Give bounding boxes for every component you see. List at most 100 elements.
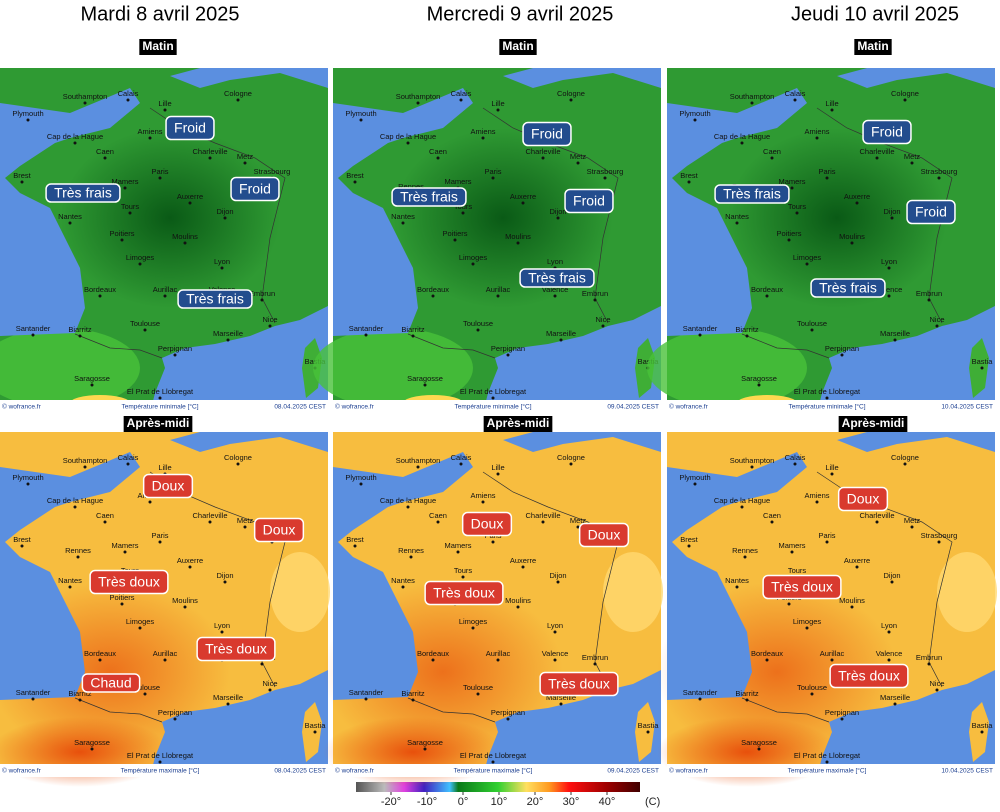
city-label: Saragosse <box>407 738 443 747</box>
city-label: Charleville <box>859 511 894 520</box>
city-label: Dijon <box>216 207 233 216</box>
city-dot <box>903 98 907 102</box>
city-dot <box>260 298 264 302</box>
city-dot <box>830 108 834 112</box>
scale-label: 40° <box>599 796 616 808</box>
city-dot <box>416 101 420 105</box>
city-dot <box>910 161 914 165</box>
city-label: Santander <box>683 688 718 697</box>
annotation: Très doux <box>205 641 267 657</box>
city-dot <box>188 565 192 569</box>
city-dot <box>875 520 879 524</box>
city-label: Mamers <box>111 541 138 550</box>
city-label: Biarritz <box>401 325 425 334</box>
city-label: Limoges <box>126 617 155 626</box>
annotation: Doux <box>263 522 296 538</box>
annotation-box <box>519 268 595 288</box>
city-label: Moulins <box>505 232 531 241</box>
city-dot <box>436 520 440 524</box>
city-label: Caen <box>96 511 114 520</box>
city-dot <box>406 141 410 145</box>
city-label: Lille <box>491 99 504 108</box>
annotation: Doux <box>152 478 185 494</box>
annotation: Froid <box>871 124 903 140</box>
day-title: Mardi 8 avril 2025 <box>81 3 240 25</box>
city-label: Nice <box>595 315 610 324</box>
city-dot <box>887 294 891 298</box>
city-dot <box>790 550 794 554</box>
annotation: Très frais <box>400 189 458 205</box>
city-dot <box>770 156 774 160</box>
city-dot <box>26 118 30 122</box>
city-label: Biarritz <box>735 689 759 698</box>
city-label: Paris <box>484 167 501 176</box>
city-dot <box>90 747 94 751</box>
city-dot <box>208 520 212 524</box>
city-dot <box>890 216 894 220</box>
city-label: Caen <box>763 147 781 156</box>
annotation-box <box>391 187 467 207</box>
sea <box>837 68 995 88</box>
map-caption: Température maximale [°C] <box>121 767 200 775</box>
city-dot <box>576 161 580 165</box>
city-dot <box>456 550 460 554</box>
city-dot <box>825 176 829 180</box>
city-label: Perpignan <box>825 708 859 717</box>
city-label: Santander <box>683 324 718 333</box>
city-dot <box>559 702 563 706</box>
city-label: Mamers <box>444 541 471 550</box>
border <box>482 107 619 324</box>
city-dot <box>78 334 82 338</box>
city-dot <box>757 747 761 751</box>
city-dot <box>496 294 500 298</box>
city-label: Perpignan <box>491 344 525 353</box>
city-dot <box>556 580 560 584</box>
map-caption: Température maximale [°C] <box>788 767 867 775</box>
weather-map: Plymouth Southampton Calais Lille Cologne Cap… <box>0 68 328 413</box>
annotation: Très doux <box>771 579 833 595</box>
city-dot <box>226 702 230 706</box>
city-label: Santander <box>349 688 384 697</box>
city-dot <box>401 585 405 589</box>
period-badge <box>499 39 537 55</box>
city-label: Marseille <box>213 329 243 338</box>
city-dot <box>693 482 697 486</box>
city-label: El Prat de Llobregat <box>127 751 194 760</box>
city-dot <box>903 462 907 466</box>
map-date: 09.04.2025 CEST <box>607 768 659 775</box>
city-dot <box>268 688 272 692</box>
city-label: Caen <box>763 511 781 520</box>
scale-label: -10° <box>417 796 437 808</box>
city-label: Cap de la Hague <box>380 496 436 505</box>
city-dot <box>521 201 525 205</box>
city-dot <box>226 338 230 342</box>
city-label: Saragosse <box>407 374 443 383</box>
period-badge <box>838 416 908 432</box>
city-label: Marseille <box>213 693 243 702</box>
city-label: Southampton <box>63 92 108 101</box>
annotation: Doux <box>471 516 504 532</box>
city-label: Poitiers <box>776 229 801 238</box>
city-dot <box>496 108 500 112</box>
weather-map: Plymouth Southampton Calais Lille Cologne Cap… <box>647 68 995 413</box>
city-dot <box>693 118 697 122</box>
city-label: Marseille <box>880 693 910 702</box>
city-dot <box>765 658 769 662</box>
city-label: Toulouse <box>463 683 493 692</box>
city-label: Lyon <box>881 621 897 630</box>
city-label: Embrun <box>582 289 608 298</box>
city-label: Toulouse <box>130 683 160 692</box>
island <box>969 338 989 398</box>
city-dot <box>73 141 77 145</box>
city-dot <box>743 555 747 559</box>
city-label: Tours <box>454 566 473 575</box>
city-label: Toulouse <box>463 319 493 328</box>
city-label: Tours <box>454 202 473 211</box>
city-dot <box>243 161 247 165</box>
city-dot <box>855 565 859 569</box>
annotation: Très doux <box>838 668 900 684</box>
city-label: Southampton <box>396 92 441 101</box>
city-dot <box>646 730 650 734</box>
annotation: Froid <box>174 120 206 136</box>
city-label: Lille <box>491 463 504 472</box>
